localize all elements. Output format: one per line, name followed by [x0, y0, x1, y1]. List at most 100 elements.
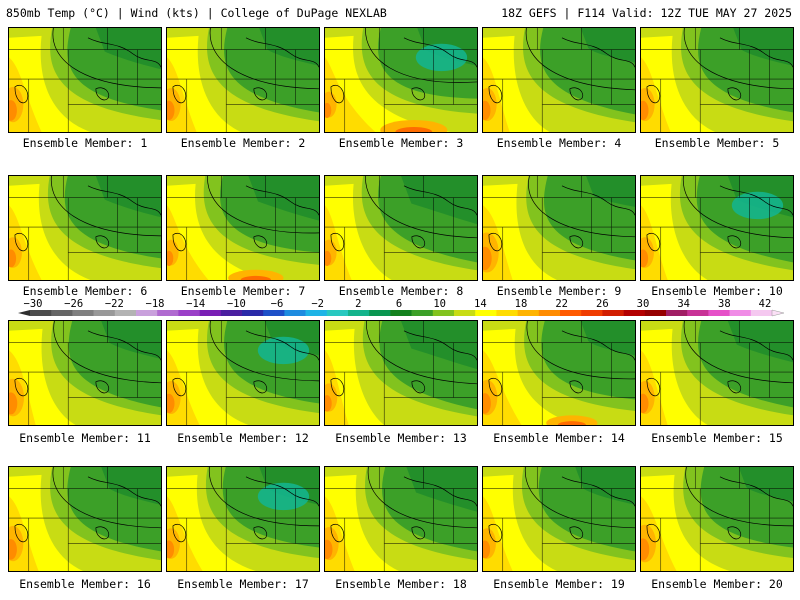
- colorbar-segment: [220, 310, 243, 316]
- member-caption: Ensemble Member: 17: [177, 577, 309, 591]
- colorbar-tick-label: 14: [474, 298, 487, 310]
- colorbar-tick-label: 18: [515, 298, 528, 310]
- ensemble-panel: [640, 466, 794, 572]
- ensemble-panel: [324, 320, 478, 426]
- member-caption: Ensemble Member: 6: [22, 284, 148, 298]
- ensemble-panel: [640, 320, 794, 426]
- colorbar-segment: [560, 310, 582, 316]
- ensemble-panel: [8, 320, 162, 426]
- member-caption: Ensemble Member: 12: [177, 431, 309, 445]
- colorbar-tick-label: −6: [271, 298, 284, 310]
- member-caption: Ensemble Member: 20: [651, 577, 783, 591]
- colorbar-segment: [114, 310, 137, 316]
- colorbar-segment: [157, 310, 179, 316]
- member-caption: Ensemble Member: 1: [22, 136, 148, 150]
- colorbar-tick-label: −30: [24, 298, 43, 310]
- ensemble-panel: [482, 27, 636, 133]
- ensemble-panel: [482, 320, 636, 426]
- temperature-map: [641, 467, 793, 571]
- colorbar-segment: [72, 310, 94, 316]
- member-caption: Ensemble Member: 3: [338, 136, 464, 150]
- colorbar-segment: [432, 310, 455, 316]
- member-caption: Ensemble Member: 7: [180, 284, 306, 298]
- colorbar-segment: [666, 310, 688, 316]
- member-caption: Ensemble Member: 4: [496, 136, 622, 150]
- ensemble-panel: [166, 175, 320, 281]
- temperature-map: [325, 467, 477, 571]
- temperature-map: [325, 28, 477, 132]
- temperature-map: [167, 467, 319, 571]
- colorbar-segment: [411, 310, 434, 316]
- ensemble-panel: [640, 27, 794, 133]
- colorbar-segment: [729, 310, 752, 316]
- colorbar-segment: [305, 310, 328, 316]
- colorbar-segment: [496, 310, 518, 316]
- colorbar-tick-label: 38: [718, 298, 731, 310]
- colorbar-segment: [390, 310, 412, 316]
- member-caption: Ensemble Member: 5: [654, 136, 780, 150]
- temperature-colorbar: −30 −26 −22 −18 −14 −10 −6 −2 2 6 10 14 18 22 26 30 34 38…: [18, 298, 785, 317]
- temperature-map: [641, 321, 793, 425]
- member-caption: Ensemble Member: 18: [335, 577, 467, 591]
- colorbar-tick-label: −2: [311, 298, 324, 310]
- colorbar-segment: [242, 310, 264, 316]
- temperature-map: [9, 467, 161, 571]
- colorbar-segment: [369, 310, 391, 316]
- temperature-map: [641, 28, 793, 132]
- colorbar-segment: [623, 310, 646, 316]
- temperature-map: [483, 28, 635, 132]
- colorbar-tick-label: 30: [637, 298, 650, 310]
- colorbar-tick-label: −10: [227, 298, 246, 310]
- ensemble-panel: [482, 175, 636, 281]
- temperature-map: [483, 467, 635, 571]
- model-run-info: 18Z GEFS | F114 Valid: 12Z TUE MAY 27 20…: [501, 6, 792, 20]
- member-caption: Ensemble Member: 15: [651, 431, 783, 445]
- colorbar-tick-label: 2: [355, 298, 361, 310]
- temperature-map: [167, 28, 319, 132]
- colorbar-segment: [326, 310, 349, 316]
- colorbar-segment: [644, 310, 667, 316]
- colorbar-tick-label: 6: [396, 298, 402, 310]
- colorbar-segment: [348, 310, 370, 316]
- colorbar-tick-label: 26: [596, 298, 609, 310]
- temperature-map: [167, 176, 319, 280]
- member-caption: Ensemble Member: 16: [19, 577, 151, 591]
- colorbar-left-arrow: [18, 310, 30, 316]
- ensemble-panel: [8, 466, 162, 572]
- colorbar-segment: [199, 310, 222, 316]
- ensemble-panel: [166, 27, 320, 133]
- colorbar-tick-label: 22: [555, 298, 568, 310]
- member-caption: Ensemble Member: 11: [19, 431, 151, 445]
- ensemble-panel: [166, 466, 320, 572]
- temperature-map: [325, 176, 477, 280]
- colorbar-segment: [178, 310, 200, 316]
- member-caption: Ensemble Member: 9: [496, 284, 622, 298]
- colorbar-segment: [284, 310, 306, 316]
- colorbar-segment: [454, 310, 476, 316]
- ensemble-panel: [324, 466, 478, 572]
- member-caption: Ensemble Member: 19: [493, 577, 625, 591]
- temperature-map: [9, 321, 161, 425]
- colorbar-segment: [602, 310, 624, 316]
- colorbar-tick-label: −22: [105, 298, 124, 310]
- member-caption: Ensemble Member: 2: [180, 136, 306, 150]
- colorbar-segment: [687, 310, 709, 316]
- member-caption: Ensemble Member: 14: [493, 431, 625, 445]
- ensemble-panel: [8, 175, 162, 281]
- colorbar-right-arrow: [771, 309, 785, 317]
- temperature-map: [641, 176, 793, 280]
- colorbar-segment: [30, 310, 52, 316]
- member-caption: Ensemble Member: 8: [338, 284, 464, 298]
- colorbar-segment: [93, 310, 116, 316]
- ensemble-panel: [324, 27, 478, 133]
- temperature-map: [9, 176, 161, 280]
- colorbar-segment: [51, 310, 73, 316]
- colorbar-segment: [475, 310, 497, 316]
- temperature-map: [325, 321, 477, 425]
- colorbar-segment: [517, 310, 540, 316]
- colorbar-segment: [136, 310, 158, 316]
- temperature-map: [483, 321, 635, 425]
- product-title: 850mb Temp (°C) | Wind (kts) | College o…: [6, 6, 387, 20]
- temperature-map: [483, 176, 635, 280]
